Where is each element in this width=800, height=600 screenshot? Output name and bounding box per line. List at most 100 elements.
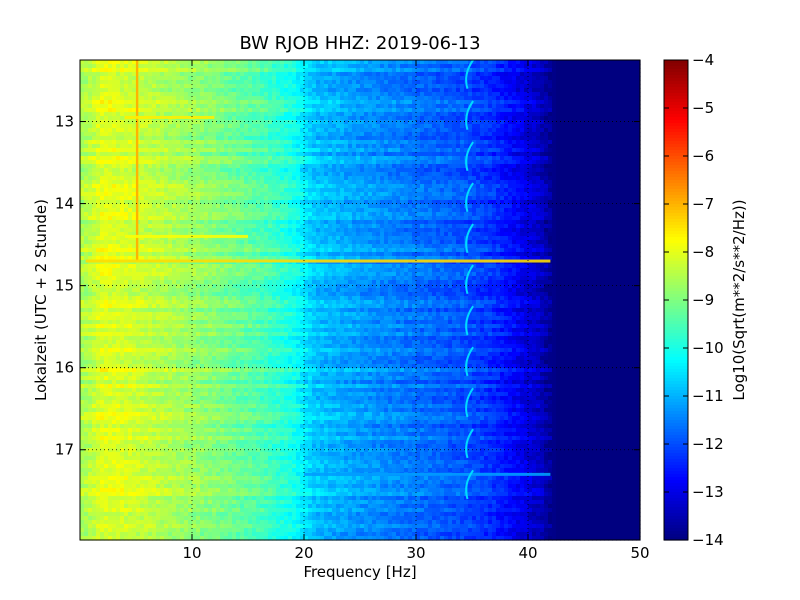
heatmap-cell xyxy=(384,164,389,169)
heatmap-cell xyxy=(328,84,333,89)
heatmap-cell xyxy=(252,76,257,81)
heatmap-cell xyxy=(452,112,457,117)
heatmap-cell xyxy=(588,80,593,85)
heatmap-cell xyxy=(404,64,409,69)
heatmap-cell xyxy=(120,68,125,73)
heatmap-cell xyxy=(564,140,569,145)
heatmap-cell xyxy=(152,200,157,205)
heatmap-cell xyxy=(248,144,253,149)
heatmap-cell xyxy=(120,136,125,141)
heatmap-cell xyxy=(364,188,369,193)
heatmap-cell xyxy=(512,68,517,73)
heatmap-cell xyxy=(520,112,525,117)
heatmap-cell xyxy=(272,100,277,105)
heatmap-cell xyxy=(472,188,477,193)
heatmap-cell xyxy=(420,176,425,181)
heatmap-cell xyxy=(264,60,269,65)
heatmap-cell xyxy=(200,148,205,153)
heatmap-cell xyxy=(152,72,157,77)
heatmap-cell xyxy=(584,168,589,173)
heatmap-cell xyxy=(360,100,365,105)
heatmap-cell xyxy=(432,92,437,97)
heatmap-cell xyxy=(404,88,409,93)
heatmap-cell xyxy=(300,168,305,173)
heatmap-cell xyxy=(272,112,277,117)
heatmap-cell xyxy=(400,72,405,77)
heatmap-cell xyxy=(576,168,581,173)
heatmap-cell xyxy=(548,100,553,105)
heatmap-cell xyxy=(384,80,389,85)
heatmap-cell xyxy=(160,156,165,161)
heatmap-cell xyxy=(636,64,641,69)
heatmap-cell xyxy=(308,76,313,81)
heatmap-cell xyxy=(364,104,369,109)
heatmap-cell xyxy=(152,168,157,173)
heatmap-cell xyxy=(216,100,221,105)
heatmap-cell xyxy=(184,104,189,109)
heatmap-cell xyxy=(584,148,589,153)
heatmap-cell xyxy=(472,148,477,153)
heatmap-cell xyxy=(572,160,577,165)
heatmap-cell xyxy=(356,116,361,121)
heatmap-cell xyxy=(432,192,437,197)
heatmap-cell xyxy=(88,120,93,125)
heatmap-cell xyxy=(456,184,461,189)
heatmap-cell xyxy=(532,112,537,117)
heatmap-cell xyxy=(364,116,369,121)
heatmap-cell xyxy=(560,104,565,109)
heatmap-cell xyxy=(316,84,321,89)
heatmap-cell xyxy=(568,76,573,81)
heatmap-cell xyxy=(324,72,329,77)
heatmap-cell xyxy=(360,68,365,73)
heatmap-cell xyxy=(220,132,225,137)
heatmap-cell xyxy=(104,200,109,205)
heatmap-cell xyxy=(180,76,185,81)
heatmap-cell xyxy=(140,132,145,137)
heatmap-cell xyxy=(516,184,521,189)
heatmap-cell xyxy=(428,156,433,161)
heatmap-cell xyxy=(528,92,533,97)
heatmap-cell xyxy=(220,104,225,109)
heatmap-cell xyxy=(536,148,541,153)
heatmap-cell xyxy=(560,172,565,177)
heatmap-cell xyxy=(600,192,605,197)
heatmap-cell xyxy=(284,172,289,177)
heatmap-cell xyxy=(536,72,541,77)
heatmap-cell xyxy=(288,144,293,149)
heatmap-cell xyxy=(392,136,397,141)
heatmap-cell xyxy=(220,120,225,125)
heatmap-cell xyxy=(552,64,557,69)
heatmap-cell xyxy=(548,168,553,173)
heatmap-cell xyxy=(420,72,425,77)
heatmap-cell xyxy=(508,84,513,89)
heatmap-cell xyxy=(364,76,369,81)
heatmap-cell xyxy=(324,184,329,189)
heatmap-cell xyxy=(236,124,241,129)
heatmap-cell xyxy=(196,120,201,125)
heatmap-cell xyxy=(112,108,117,113)
heatmap-cell xyxy=(568,60,573,65)
heatmap-cell xyxy=(404,80,409,85)
heatmap-cell xyxy=(232,68,237,73)
heatmap-cell xyxy=(252,108,257,113)
heatmap-cell xyxy=(336,76,341,81)
heatmap-cell xyxy=(584,160,589,165)
heatmap-cell xyxy=(576,92,581,97)
heatmap-cell xyxy=(164,132,169,137)
heatmap-cell xyxy=(568,116,573,121)
heatmap-cell xyxy=(236,104,241,109)
heatmap-cell xyxy=(308,64,313,69)
heatmap-cell xyxy=(392,92,397,97)
heatmap-cell xyxy=(340,124,345,129)
heatmap-cell xyxy=(596,168,601,173)
heatmap-cell xyxy=(616,140,621,145)
heatmap-cell xyxy=(336,120,341,125)
heatmap-cell xyxy=(420,156,425,161)
heatmap-cell xyxy=(456,68,461,73)
heatmap-cell xyxy=(408,88,413,93)
heatmap-cell xyxy=(508,92,513,97)
heatmap-cell xyxy=(120,188,125,193)
heatmap-cell xyxy=(232,176,237,181)
heatmap-cell xyxy=(532,116,537,121)
heatmap-cell xyxy=(448,176,453,181)
